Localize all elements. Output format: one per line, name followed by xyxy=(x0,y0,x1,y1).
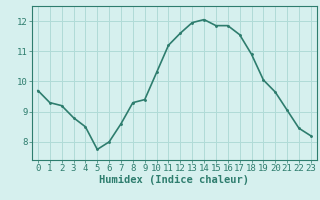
X-axis label: Humidex (Indice chaleur): Humidex (Indice chaleur) xyxy=(100,175,249,185)
